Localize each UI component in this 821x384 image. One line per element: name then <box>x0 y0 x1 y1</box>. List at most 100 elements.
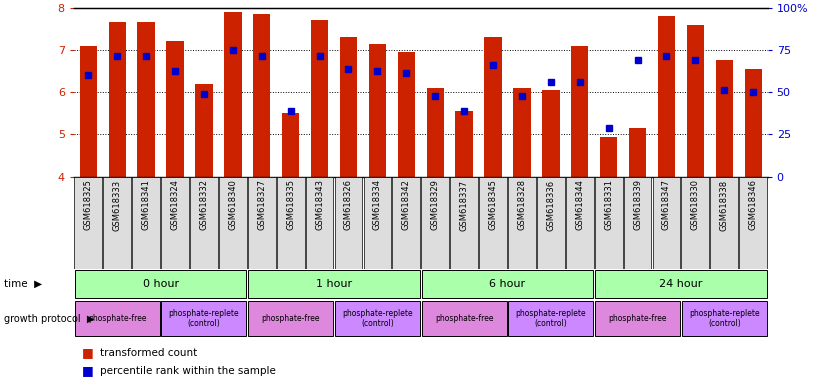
Text: phosphate-free: phosphate-free <box>261 314 320 323</box>
FancyBboxPatch shape <box>653 177 681 269</box>
Text: GSM618343: GSM618343 <box>315 179 324 230</box>
Text: GSM618346: GSM618346 <box>749 179 758 230</box>
FancyBboxPatch shape <box>103 177 131 269</box>
Bar <box>571 46 589 177</box>
FancyBboxPatch shape <box>421 177 449 269</box>
Text: GSM618338: GSM618338 <box>720 179 729 230</box>
Bar <box>224 12 241 177</box>
Text: 0 hour: 0 hour <box>143 279 179 289</box>
FancyBboxPatch shape <box>422 270 594 298</box>
FancyBboxPatch shape <box>162 301 246 336</box>
FancyBboxPatch shape <box>392 177 420 269</box>
Bar <box>253 14 270 177</box>
Bar <box>686 25 704 177</box>
Text: GSM618344: GSM618344 <box>576 179 585 230</box>
Text: GSM618336: GSM618336 <box>546 179 555 230</box>
Bar <box>397 52 415 177</box>
Text: GSM618326: GSM618326 <box>344 179 353 230</box>
FancyBboxPatch shape <box>537 177 565 269</box>
Text: 6 hour: 6 hour <box>489 279 525 289</box>
FancyBboxPatch shape <box>75 301 160 336</box>
Bar <box>745 69 762 177</box>
FancyBboxPatch shape <box>594 177 622 269</box>
FancyBboxPatch shape <box>422 301 507 336</box>
Bar <box>369 43 386 177</box>
Text: percentile rank within the sample: percentile rank within the sample <box>100 366 276 376</box>
Text: GSM618335: GSM618335 <box>287 179 296 230</box>
FancyBboxPatch shape <box>161 177 189 269</box>
FancyBboxPatch shape <box>305 177 333 269</box>
Text: time  ▶: time ▶ <box>4 279 42 289</box>
FancyBboxPatch shape <box>132 177 160 269</box>
Text: growth protocol  ▶: growth protocol ▶ <box>4 314 94 324</box>
Text: GSM618325: GSM618325 <box>84 179 93 230</box>
Text: GSM618340: GSM618340 <box>228 179 237 230</box>
Text: GSM618345: GSM618345 <box>488 179 498 230</box>
FancyBboxPatch shape <box>508 177 536 269</box>
Bar <box>195 84 213 177</box>
Text: GSM618337: GSM618337 <box>460 179 469 230</box>
FancyBboxPatch shape <box>75 270 246 298</box>
Text: ■: ■ <box>82 346 94 359</box>
Text: GSM618330: GSM618330 <box>690 179 699 230</box>
Text: 24 hour: 24 hour <box>659 279 703 289</box>
FancyBboxPatch shape <box>219 177 247 269</box>
Text: GSM618347: GSM618347 <box>662 179 671 230</box>
Text: GSM618341: GSM618341 <box>142 179 151 230</box>
FancyBboxPatch shape <box>450 177 478 269</box>
Text: GSM618324: GSM618324 <box>171 179 180 230</box>
Bar <box>629 128 646 177</box>
Text: GSM618328: GSM618328 <box>517 179 526 230</box>
FancyBboxPatch shape <box>364 177 392 269</box>
Text: GSM618331: GSM618331 <box>604 179 613 230</box>
Bar <box>311 20 328 177</box>
Bar <box>716 61 733 177</box>
Text: transformed count: transformed count <box>100 348 197 358</box>
Text: GSM618342: GSM618342 <box>401 179 410 230</box>
FancyBboxPatch shape <box>335 177 362 269</box>
Bar <box>427 88 444 177</box>
Text: phosphate-replete
(control): phosphate-replete (control) <box>342 309 413 328</box>
FancyBboxPatch shape <box>248 301 333 336</box>
FancyBboxPatch shape <box>248 177 276 269</box>
Text: phosphate-replete
(control): phosphate-replete (control) <box>516 309 586 328</box>
Bar <box>340 37 357 177</box>
Text: ■: ■ <box>82 364 94 377</box>
Text: GSM618333: GSM618333 <box>112 179 122 230</box>
FancyBboxPatch shape <box>190 177 218 269</box>
Bar <box>542 90 560 177</box>
FancyBboxPatch shape <box>75 177 103 269</box>
FancyBboxPatch shape <box>739 177 767 269</box>
FancyBboxPatch shape <box>335 301 420 336</box>
Text: phosphate-replete
(control): phosphate-replete (control) <box>689 309 759 328</box>
FancyBboxPatch shape <box>595 270 767 298</box>
Bar <box>167 41 184 177</box>
Bar <box>484 37 502 177</box>
Text: GSM618327: GSM618327 <box>257 179 266 230</box>
Bar <box>80 46 97 177</box>
Text: GSM618332: GSM618332 <box>200 179 209 230</box>
Bar <box>456 111 473 177</box>
FancyBboxPatch shape <box>248 270 420 298</box>
Bar <box>108 22 126 177</box>
Text: 1 hour: 1 hour <box>316 279 352 289</box>
Bar <box>282 113 300 177</box>
Bar <box>658 16 675 177</box>
Text: phosphate-free: phosphate-free <box>435 314 493 323</box>
FancyBboxPatch shape <box>595 301 680 336</box>
FancyBboxPatch shape <box>710 177 738 269</box>
Text: phosphate-replete
(control): phosphate-replete (control) <box>168 309 239 328</box>
FancyBboxPatch shape <box>624 177 651 269</box>
Text: phosphate-free: phosphate-free <box>88 314 146 323</box>
FancyBboxPatch shape <box>681 177 709 269</box>
Bar <box>137 22 155 177</box>
FancyBboxPatch shape <box>479 177 507 269</box>
Bar <box>600 137 617 177</box>
Text: GSM618339: GSM618339 <box>633 179 642 230</box>
Text: phosphate-free: phosphate-free <box>608 314 667 323</box>
Text: GSM618329: GSM618329 <box>431 179 440 230</box>
FancyBboxPatch shape <box>277 177 305 269</box>
FancyBboxPatch shape <box>566 177 594 269</box>
Bar <box>513 88 530 177</box>
Text: GSM618334: GSM618334 <box>373 179 382 230</box>
